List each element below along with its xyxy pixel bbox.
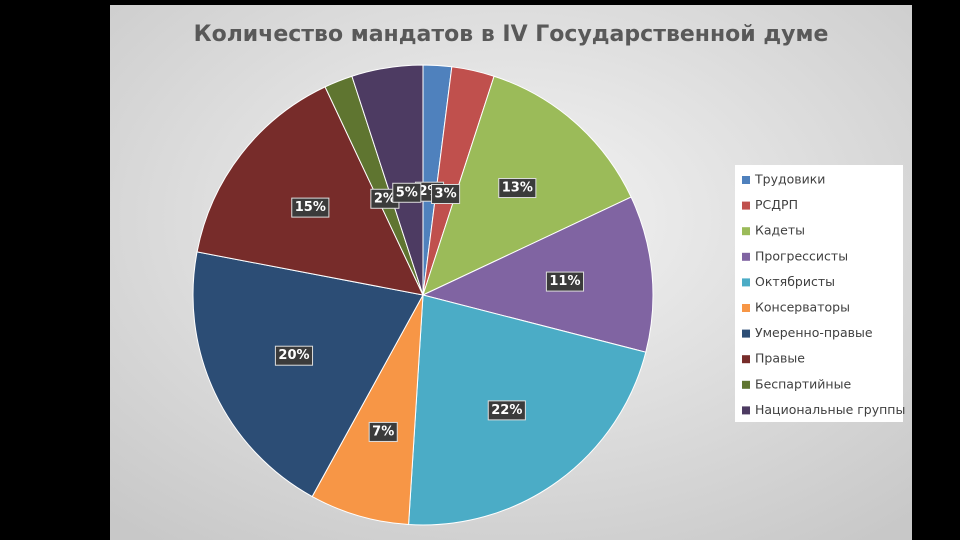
legend-label: Прогрессисты [755,248,848,263]
legend-swatch [742,252,750,261]
pie-slice [311,294,424,526]
legend-label: Трудовики [754,172,825,187]
data-label-box [431,183,461,204]
pie-slice [351,64,424,296]
pie-slice [196,86,424,296]
data-label-box [487,400,526,421]
data-label-box [392,182,422,203]
legend-swatch [742,304,750,312]
data-label-box [368,421,398,442]
legend-label: Умеренно-правые [755,325,873,340]
legend-swatch [742,176,750,184]
data-label: 7% [372,424,394,439]
data-label-box [498,178,537,199]
legend-swatch [742,355,750,364]
legend-swatch [742,380,750,389]
legend-swatch [742,227,750,236]
legend-label: РСДРП [755,197,798,212]
legend-label: Национальные группы [755,402,905,417]
data-label: 13% [502,181,533,196]
chart-title: Количество мандатов в IV Государственной… [194,22,829,47]
pie-slice [408,294,647,526]
legend-swatch [742,278,750,287]
data-label-box [291,197,330,218]
data-label: 11% [549,274,580,289]
data-label: 15% [295,200,326,215]
data-label: 5% [396,185,418,200]
pie-slice [192,251,424,498]
data-label: 22% [491,403,522,418]
legend-label: Правые [755,351,805,366]
legend-swatch [742,201,750,210]
data-label: 2% [374,191,396,206]
legend-box [735,165,903,422]
data-label-box [545,271,585,292]
legend-swatch [742,406,750,415]
legend-swatch [742,329,750,338]
data-label-box [274,345,314,366]
pie-slice [421,196,654,353]
legend-label: Беспартийные [755,376,851,391]
data-label: 20% [278,348,309,363]
legend-label: Октябристы [755,274,835,289]
legend-label: Консерваторы [755,300,850,315]
data-label: 3% [435,186,457,201]
legend-label: Кадеты [755,223,805,238]
